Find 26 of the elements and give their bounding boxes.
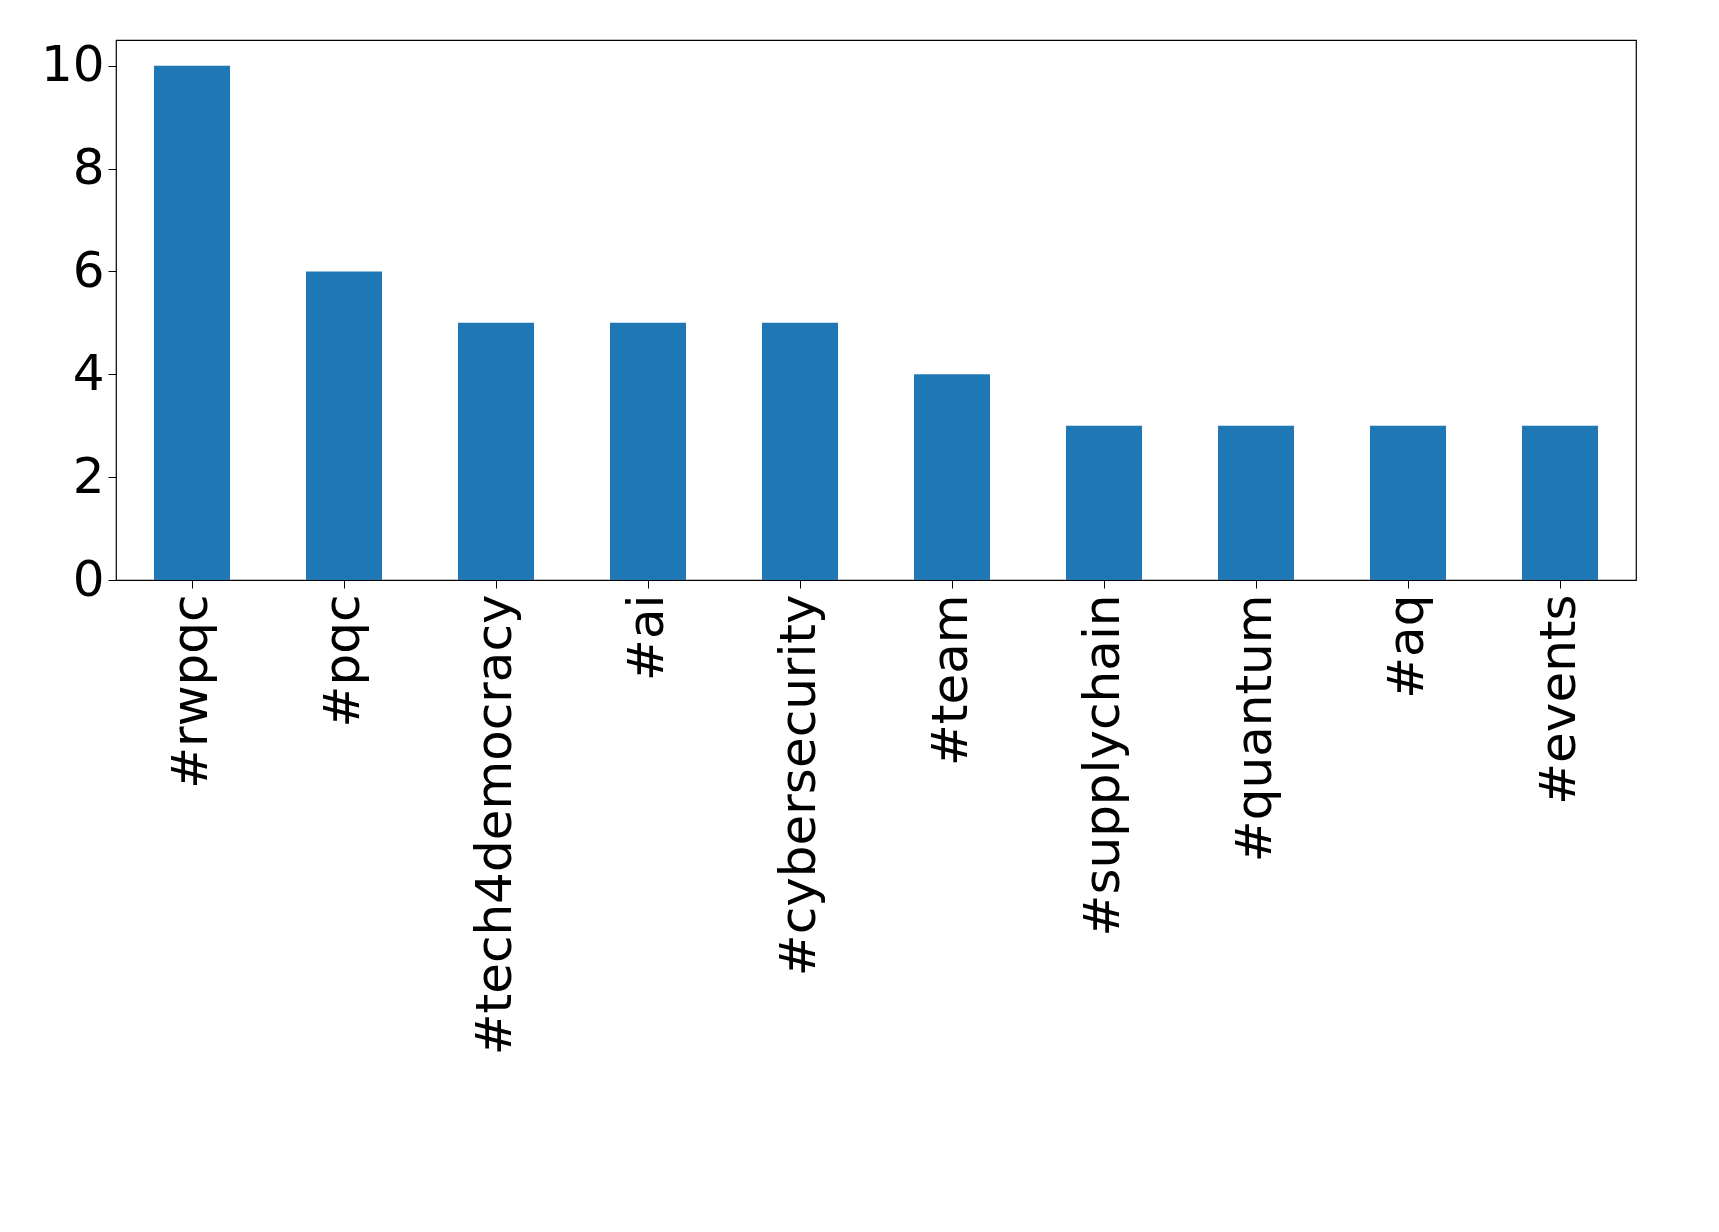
bar xyxy=(306,271,382,580)
x-tick-label: #tech4democracy xyxy=(465,594,523,1056)
x-tick-label: #aq xyxy=(1377,594,1435,699)
x-tick-label: #supplychain xyxy=(1073,594,1131,937)
y-tick-label: 2 xyxy=(72,446,105,505)
x-tick-label: #events xyxy=(1529,594,1587,805)
bar xyxy=(914,374,990,580)
x-tick-label: #pqc xyxy=(313,594,371,728)
y-tick-label: 0 xyxy=(72,549,105,608)
bar xyxy=(610,322,686,580)
x-tick-label: #cybersecurity xyxy=(769,594,827,977)
bar xyxy=(1522,425,1598,580)
bar xyxy=(154,65,230,580)
x-tick-label: #quantum xyxy=(1225,594,1283,863)
bar xyxy=(1066,425,1142,580)
x-tick-label: #team xyxy=(921,594,979,767)
x-tick-label: #ai xyxy=(617,594,675,681)
y-tick-label: 4 xyxy=(72,343,105,402)
bar xyxy=(762,322,838,580)
y-tick-label: 6 xyxy=(72,240,105,299)
x-tick-label: #rwpqc xyxy=(161,594,219,789)
bar xyxy=(1218,425,1294,580)
bar xyxy=(1370,425,1446,580)
y-tick-label: 10 xyxy=(40,35,105,94)
bar xyxy=(458,322,534,580)
y-tick-label: 8 xyxy=(72,138,105,197)
